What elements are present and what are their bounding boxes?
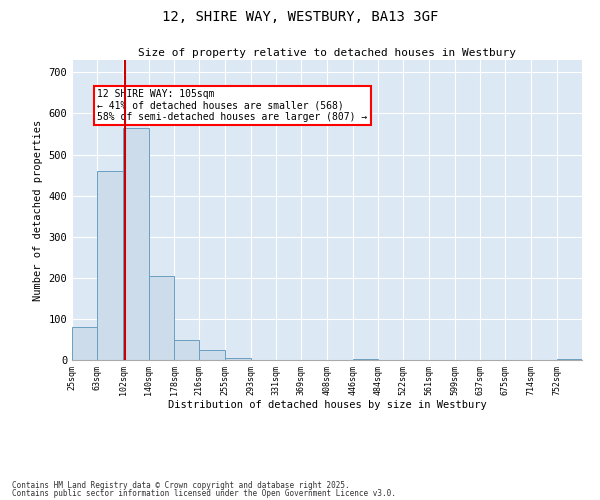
Title: Size of property relative to detached houses in Westbury: Size of property relative to detached ho… bbox=[138, 48, 516, 58]
Bar bbox=[97, 171, 122, 360]
Text: Contains HM Land Registry data © Crown copyright and database right 2025.: Contains HM Land Registry data © Crown c… bbox=[12, 480, 350, 490]
Text: 12 SHIRE WAY: 105sqm
← 41% of detached houses are smaller (568)
58% of semi-deta: 12 SHIRE WAY: 105sqm ← 41% of detached h… bbox=[97, 89, 368, 122]
Bar bbox=[174, 340, 199, 360]
Bar bbox=[557, 359, 582, 360]
Text: Contains public sector information licensed under the Open Government Licence v3: Contains public sector information licen… bbox=[12, 489, 396, 498]
X-axis label: Distribution of detached houses by size in Westbury: Distribution of detached houses by size … bbox=[167, 400, 487, 410]
Bar bbox=[353, 359, 378, 360]
Bar bbox=[226, 358, 251, 360]
Bar bbox=[124, 128, 149, 360]
Bar bbox=[199, 350, 224, 360]
Bar bbox=[149, 276, 174, 360]
Bar bbox=[72, 327, 97, 360]
Text: 12, SHIRE WAY, WESTBURY, BA13 3GF: 12, SHIRE WAY, WESTBURY, BA13 3GF bbox=[162, 10, 438, 24]
Y-axis label: Number of detached properties: Number of detached properties bbox=[33, 120, 43, 300]
